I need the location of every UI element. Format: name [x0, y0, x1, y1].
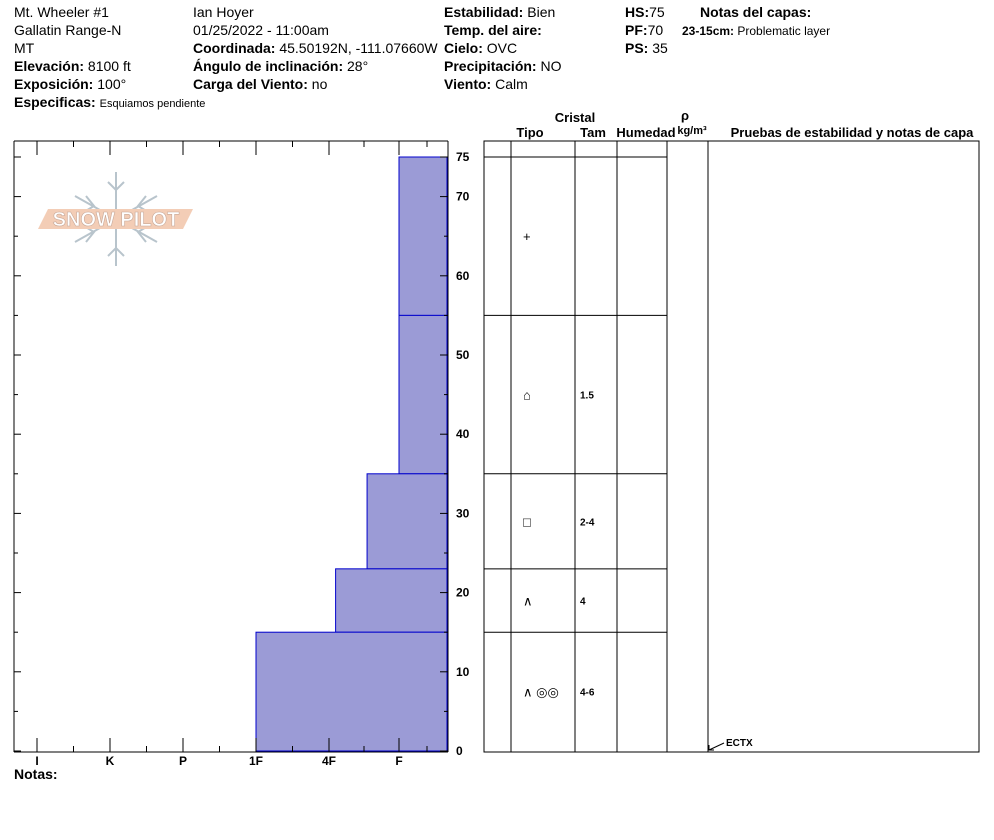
test-arrow-icon-0 [708, 745, 714, 751]
precip-value: NO [540, 58, 562, 74]
air-temp-field: Temp. del aire: [444, 22, 542, 38]
layer-note-range: 23-15cm: [682, 24, 735, 38]
header-tests: Pruebas de estabilidad y notas de capa [731, 125, 975, 140]
y-tick-label-50: 50 [456, 348, 470, 362]
header-humedad: Humedad [616, 125, 675, 140]
layer-note-text: Problematic layer [737, 24, 831, 38]
x-tick-label-P: P [179, 754, 187, 768]
sky-label: Cielo: [444, 40, 483, 56]
grain-type-1: ⌂ [523, 388, 531, 403]
test-label-0: ECTX [726, 738, 753, 749]
hardness-bar-0 [398, 156, 448, 316]
notes-label: Notas: [14, 766, 58, 782]
y-tick-label-10: 10 [456, 665, 470, 679]
hardness-bar-4 [255, 631, 448, 752]
hs-field: HS:75 [625, 4, 665, 20]
elevation-value: 8100 ft [87, 58, 131, 74]
x-tick-label-4F: 4F [322, 754, 336, 768]
y-tick-label-75: 75 [456, 150, 470, 164]
pf-field: PF:70 [625, 22, 663, 38]
wind-load-field: Carga del Viento: no [193, 76, 327, 92]
hs-label: HS: [625, 4, 650, 20]
grain-type-4: ∧ ◎◎ [523, 685, 559, 700]
logo-text: SNOW PILOT [53, 209, 180, 231]
aspect-label: Exposición: [14, 76, 94, 92]
logo-banner [38, 209, 193, 229]
grain-type-3: ∧ [523, 594, 533, 609]
incline-field: Ángulo de inclinación: 28° [193, 58, 368, 74]
grain-type-2: □ [523, 514, 531, 529]
wind-load-value: no [311, 76, 328, 92]
pf-label: PF: [625, 22, 648, 38]
y-tick-label-40: 40 [456, 427, 470, 441]
precip-label: Precipitación: [444, 58, 537, 74]
y-tick-label-0: 0 [456, 744, 463, 758]
coordinate-label: Coordinada: [193, 40, 276, 56]
header-cristal: Cristal [555, 110, 595, 125]
ps-field: PS: 35 [625, 40, 668, 56]
air-temp-label: Temp. del aire: [444, 22, 542, 38]
range-name: Gallatin Range-N [14, 22, 122, 38]
aspect-value: 100° [97, 76, 127, 92]
header-tam: Tam [580, 125, 606, 140]
x-tick-label-K: K [106, 754, 115, 768]
header-density-unit: kg/m³ [677, 125, 707, 137]
location-name: Mt. Wheeler #1 [14, 4, 109, 20]
pf-value: 70 [647, 22, 664, 38]
elevation-field: Elevación: 8100 ft [14, 58, 131, 74]
sky-field: Cielo: OVC [444, 40, 517, 56]
grain-size-3: 4 [580, 597, 586, 608]
header-tipo: Tipo [516, 125, 543, 140]
grain-size-2: 2-4 [580, 517, 595, 528]
state-name: MT [14, 40, 35, 56]
wind-label: Viento: [444, 76, 492, 92]
y-tick-label-20: 20 [456, 586, 470, 600]
grain-size-1: 1.5 [580, 391, 594, 402]
hardness-bar-3 [335, 568, 448, 633]
specifics-value: Esquiamos pendiente [99, 98, 206, 110]
precip-field: Precipitación: NO [444, 58, 561, 74]
hs-value: 75 [649, 4, 665, 20]
elevation-label: Elevación: [14, 58, 85, 74]
grain-type-0: + [523, 229, 531, 244]
sky-value: OVC [486, 40, 518, 56]
header-rho: ρ [681, 108, 689, 123]
observer-name: Ian Hoyer [193, 4, 254, 20]
ps-value: 35 [652, 40, 668, 56]
y-tick-label-70: 70 [456, 190, 470, 204]
coordinate-field: Coordinada: 45.50192N, -111.07660W [193, 40, 438, 56]
y-tick-label-30: 30 [456, 506, 470, 520]
layer-table-frame [483, 140, 980, 753]
coordinate-value: 45.50192N, -111.07660W [279, 40, 438, 56]
wind-field: Viento: Calm [444, 76, 528, 92]
layer-notes-title: Notas del capas: [700, 4, 812, 20]
aspect-field: Exposición: 100° [14, 76, 126, 92]
wind-value: Calm [495, 76, 528, 92]
x-tick-label-I: I [35, 754, 38, 768]
observation-datetime: 01/25/2022 - 11:00am [193, 22, 329, 38]
stability-field: Estabilidad: Bien [444, 4, 555, 20]
stability-label: Estabilidad: [444, 4, 524, 20]
grain-size-4: 4-6 [580, 688, 595, 699]
layer-note: 23-15cm: Problematic layer [682, 24, 830, 38]
x-tick-label-1F: 1F [249, 754, 263, 768]
wind-load-label: Carga del Viento: [193, 76, 308, 92]
stability-value: Bien [527, 4, 556, 20]
ps-label: PS: [625, 40, 649, 56]
specifics-label: Especificas: [14, 94, 96, 110]
test-pointer-0 [708, 742, 725, 751]
hardness-bar-1 [398, 314, 448, 475]
x-tick-label-F: F [395, 754, 402, 768]
hardness-bar-2 [366, 473, 448, 570]
specifics-field: Especificas: Esquiamos pendiente [14, 94, 205, 112]
incline-label: Ángulo de inclinación: [193, 58, 344, 74]
y-tick-label-60: 60 [456, 269, 470, 283]
incline-value: 28° [347, 58, 369, 74]
